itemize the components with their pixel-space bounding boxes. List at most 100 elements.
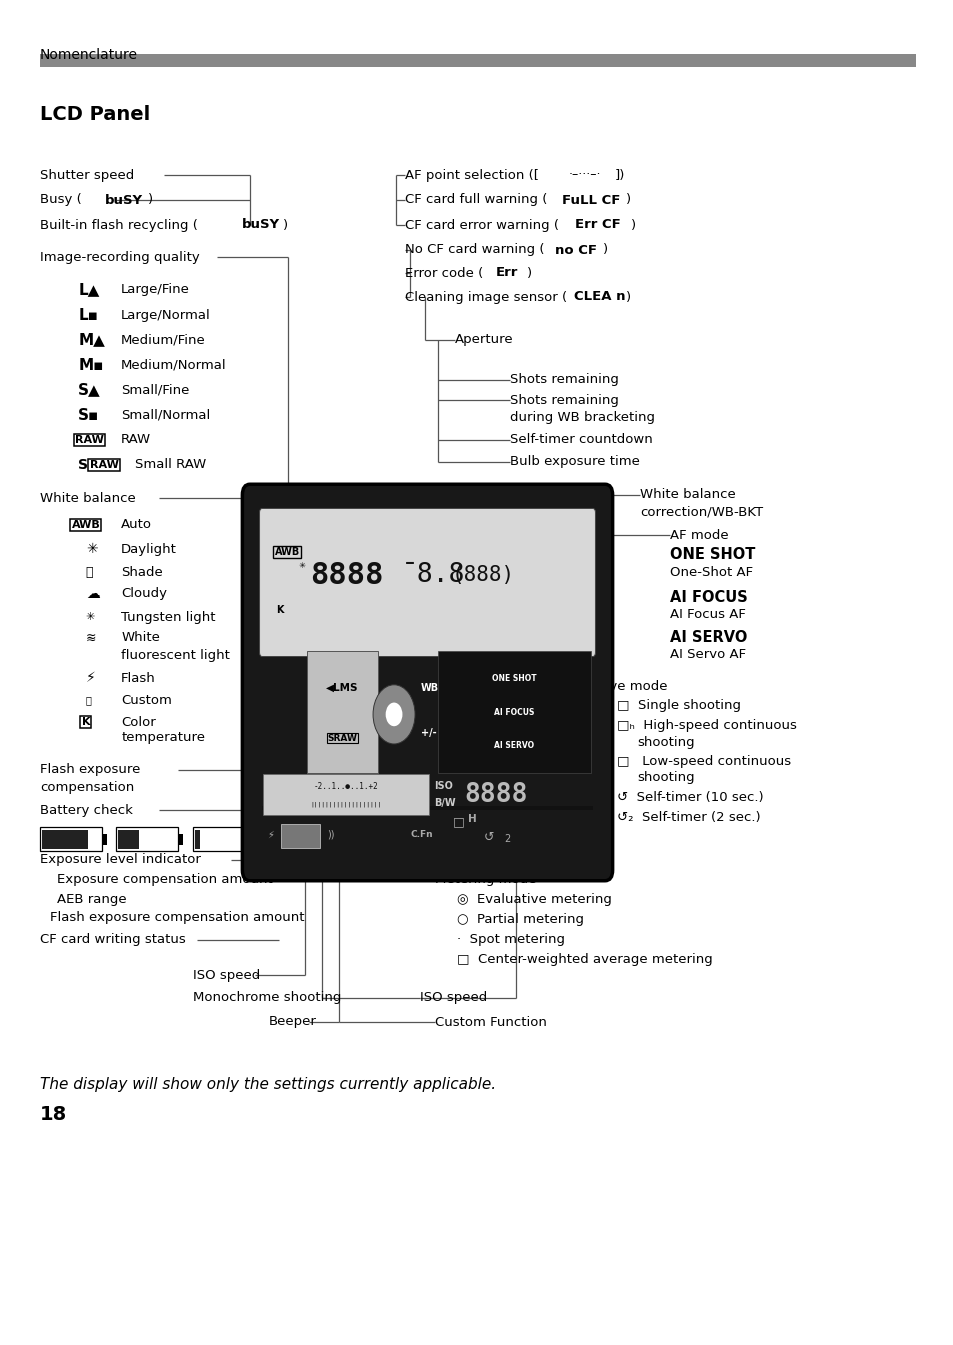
Text: 2: 2 [504,834,511,843]
Text: ↺₂  Self-timer (2 sec.): ↺₂ Self-timer (2 sec.) [617,811,760,824]
Text: ): ) [631,218,636,231]
Text: Aperture: Aperture [455,334,513,347]
Text: Cloudy: Cloudy [121,588,167,600]
Text: RAW: RAW [121,433,152,447]
Text: ◎  Evaluative metering: ◎ Evaluative metering [456,893,611,907]
Text: Flash: Flash [121,671,155,685]
Text: CF card full warning (: CF card full warning ( [405,194,547,207]
Text: B/W: B/W [434,798,456,808]
Text: K: K [82,717,90,728]
Text: K: K [275,605,283,616]
Bar [178,834,183,845]
Text: Large/Fine: Large/Fine [121,284,190,296]
Text: compensation: compensation [40,780,134,794]
Text: correction/WB-BKT: correction/WB-BKT [639,506,762,519]
Bar [262,806,592,811]
Text: LCD Panel: LCD Panel [40,105,151,124]
Text: Exposure compensation amount: Exposure compensation amount [57,873,273,886]
Bar [331,834,335,845]
Text: )): )) [327,830,335,839]
Text: RAW: RAW [75,434,104,445]
Text: Small/Fine: Small/Fine [121,383,190,397]
Text: ⚡: ⚡ [86,671,95,685]
Text: Medium/Normal: Medium/Normal [121,359,227,371]
Text: Metering mode: Metering mode [435,873,536,886]
Text: ○  Partial metering: ○ Partial metering [456,913,583,927]
Text: ): ) [626,291,631,304]
Bar [193,827,254,851]
Text: ONE SHOT: ONE SHOT [492,674,537,683]
Bar [116,827,178,851]
Text: shooting: shooting [637,772,694,784]
Text: ): ) [626,194,631,207]
Bar [42,830,88,849]
Text: CF card error warning (: CF card error warning ( [405,218,558,231]
Text: S▪: S▪ [78,408,99,422]
Text: ¯8.8: ¯8.8 [401,562,465,589]
Text: ): ) [283,218,288,231]
Circle shape [373,685,415,744]
Text: C.Fn: C.Fn [410,830,433,839]
Text: AI FOCUS: AI FOCUS [494,707,534,717]
Text: H: H [467,814,476,823]
Text: Custom: Custom [121,694,172,706]
Bar [281,824,319,849]
Text: Tungsten light: Tungsten light [121,611,215,624]
Text: +/-: +/- [420,729,436,738]
Text: Shutter speed: Shutter speed [40,168,134,182]
Text: buSY: buSY [242,218,280,231]
Text: fluorescent light: fluorescent light [121,648,230,662]
Text: S: S [78,459,88,472]
Text: ·  Spot metering: · Spot metering [456,933,564,947]
Text: White balance: White balance [40,491,135,504]
Text: No CF card warning (: No CF card warning ( [405,243,544,257]
Text: AEB range: AEB range [57,893,127,907]
Text: Medium/Fine: Medium/Fine [121,334,206,347]
Text: Battery check: Battery check [40,803,132,816]
Text: Small RAW: Small RAW [135,459,207,472]
Text: -2..1..●..1.+2: -2..1..●..1.+2 [314,783,378,791]
Text: |||||||||||||||||||: ||||||||||||||||||| [311,802,381,807]
Text: Monochrome shooting: Monochrome shooting [193,991,341,1005]
Text: 8888: 8888 [464,781,528,807]
Text: ): ) [602,243,607,257]
FancyBboxPatch shape [437,651,590,773]
Text: Err CF: Err CF [575,218,619,231]
Text: One-Shot AF: One-Shot AF [669,566,752,580]
Text: AI Focus AF: AI Focus AF [669,608,745,621]
Text: ↺: ↺ [483,831,494,843]
Bar [269,827,331,851]
Bar [254,834,259,845]
Text: CLEA n: CLEA n [574,291,625,304]
Text: Auto: Auto [121,519,152,531]
Text: FuLL CF: FuLL CF [562,194,620,207]
Text: Image-recording quality: Image-recording quality [40,250,199,264]
Text: ◀LMS: ◀LMS [326,683,358,693]
Text: Cleaning image sensor (: Cleaning image sensor ( [405,291,566,304]
Text: □  Center-weighted average metering: □ Center-weighted average metering [456,954,712,967]
Text: AWB: AWB [71,521,100,530]
Text: ✳: ✳ [86,542,97,555]
Text: no CF: no CF [555,243,597,257]
Text: CF card writing status: CF card writing status [40,933,186,947]
Text: L▲: L▲ [78,282,99,297]
Text: M▲: M▲ [78,332,105,347]
Text: ISO speed: ISO speed [419,991,487,1005]
Text: ☁: ☁ [86,586,100,601]
Text: □  Single shooting: □ Single shooting [617,698,740,712]
Text: ✳: ✳ [298,561,305,570]
Text: Large/Normal: Large/Normal [121,308,211,321]
Text: Shots remaining: Shots remaining [510,374,618,386]
Text: □ₕ  High-speed continuous: □ₕ High-speed continuous [617,718,796,732]
Text: ISO speed: ISO speed [193,968,259,982]
FancyBboxPatch shape [263,775,429,815]
Text: Self-timer countdown: Self-timer countdown [510,433,652,447]
Text: shooting: shooting [637,736,694,749]
Text: L▪: L▪ [78,308,98,323]
Text: Exposure level indicator: Exposure level indicator [40,854,201,866]
Text: temperature: temperature [121,730,205,744]
Bar [40,54,915,67]
Text: AF point selection ([: AF point selection ([ [405,168,538,182]
Text: AWB: AWB [274,546,299,557]
Text: Bulb exposure time: Bulb exposure time [510,456,639,468]
